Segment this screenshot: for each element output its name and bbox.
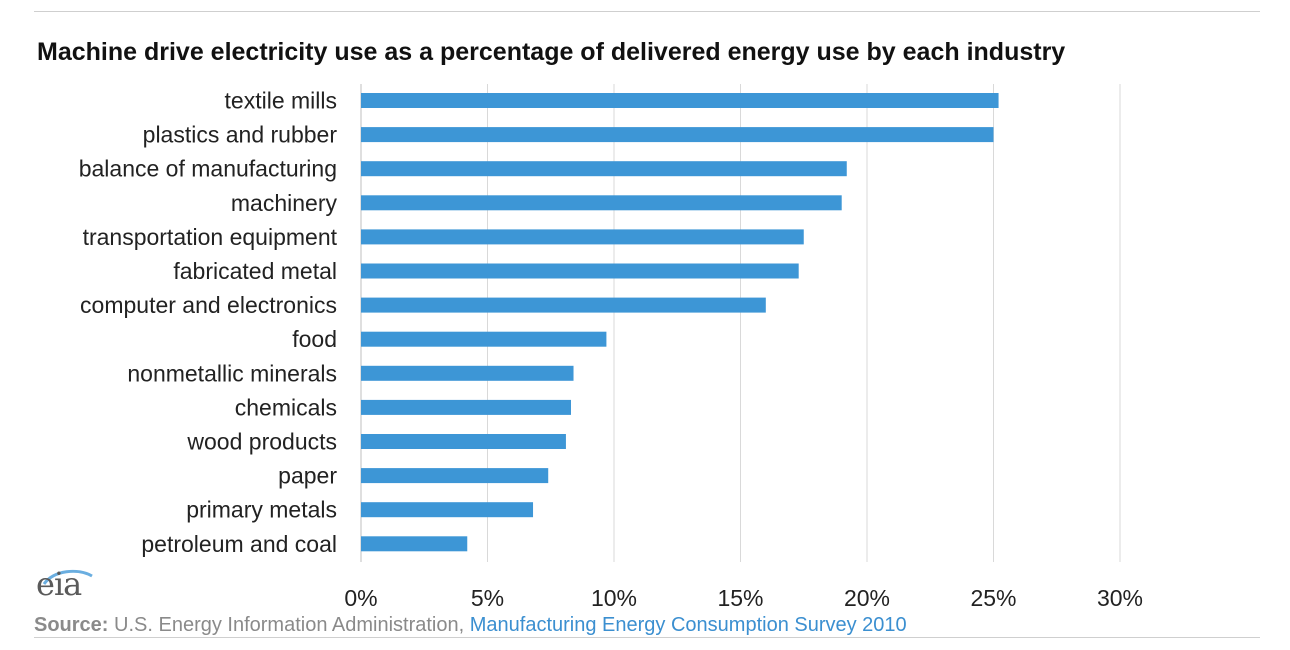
bar <box>361 502 534 518</box>
x-tick-label: 0% <box>344 585 377 610</box>
x-tick-label: 20% <box>844 585 890 610</box>
category-label: machinery <box>231 190 338 216</box>
source-label: Source: <box>34 614 109 636</box>
bar <box>361 468 549 484</box>
x-tick-label: 5% <box>471 585 504 610</box>
category-label: nonmetallic minerals <box>127 360 337 386</box>
bar <box>361 365 574 381</box>
bottom-divider <box>34 637 1260 638</box>
category-label: fabricated metal <box>173 258 337 284</box>
source-line: Source: U.S. Energy Information Administ… <box>34 614 907 637</box>
bar <box>361 93 999 108</box>
category-label: primary metals <box>186 497 337 523</box>
source-link[interactable]: Manufacturing Energy Consumption Survey … <box>469 614 907 636</box>
x-tick-label: 30% <box>1097 585 1143 610</box>
eia-logo-arc-icon <box>42 569 93 585</box>
source-text: U.S. Energy Information Administration, <box>108 614 470 636</box>
category-label: textile mills <box>225 88 337 114</box>
x-tick-label: 15% <box>717 585 763 610</box>
bar <box>361 399 571 415</box>
bar-chart: textile mills plastics and rubber balance … <box>79 84 1143 610</box>
bar <box>361 297 766 313</box>
bar <box>361 229 804 245</box>
eia-logo: eia <box>36 565 82 603</box>
bar <box>361 161 847 177</box>
bar <box>361 536 468 552</box>
category-label: computer and electronics <box>80 292 337 318</box>
category-label: wood products <box>186 429 337 455</box>
category-label: chemicals <box>235 394 337 420</box>
category-label: plastics and rubber <box>143 122 338 148</box>
category-label: paper <box>278 463 337 489</box>
bar <box>361 263 799 279</box>
x-tick-label: 25% <box>970 585 1016 610</box>
bar <box>361 434 566 449</box>
chart-title: Machine drive electricity use as a perce… <box>37 38 1066 66</box>
category-label: balance of manufacturing <box>79 156 337 182</box>
bar <box>361 195 842 211</box>
bar <box>361 331 607 347</box>
category-label: food <box>292 326 337 352</box>
category-label: transportation equipment <box>83 224 338 250</box>
x-tick-label: 10% <box>591 585 637 610</box>
bar <box>361 127 994 143</box>
category-label: petroleum and coal <box>141 531 337 557</box>
top-divider <box>34 11 1260 12</box>
